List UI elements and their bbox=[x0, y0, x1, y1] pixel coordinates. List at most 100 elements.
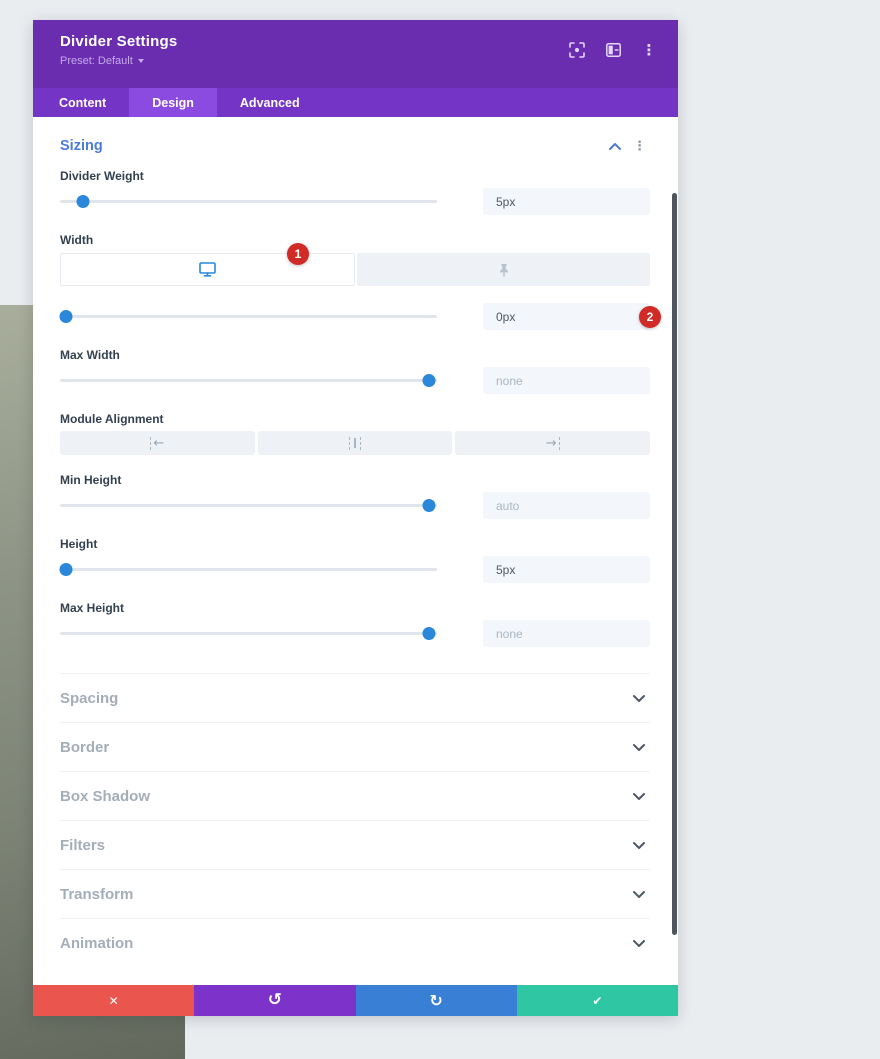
width-slider[interactable] bbox=[59, 303, 437, 330]
width-label: Width bbox=[60, 233, 94, 247]
width-row: 2 bbox=[59, 303, 661, 330]
focus-mode-icon[interactable] bbox=[568, 41, 586, 59]
collapsed-sections: Spacing Border Box Shadow Filters Transf… bbox=[60, 673, 650, 967]
annotation-badge-1: 1 bbox=[287, 243, 309, 265]
chevron-down-icon bbox=[633, 841, 645, 849]
width-input-wrap: 2 bbox=[483, 303, 661, 330]
chevron-down-icon bbox=[633, 694, 645, 702]
tab-bar: Content Design Advanced bbox=[33, 88, 678, 117]
tab-design[interactable]: Design bbox=[129, 88, 217, 117]
tab-content[interactable]: Content bbox=[59, 95, 107, 110]
module-alignment-label: Module Alignment bbox=[60, 412, 164, 426]
section-row-box-shadow[interactable]: Box Shadow bbox=[60, 771, 650, 820]
section-title: Transform bbox=[60, 885, 134, 903]
min-height-slider[interactable] bbox=[60, 492, 437, 519]
settings-content: Sizing ⋮ Divider Weight Width bbox=[33, 117, 678, 985]
sizing-options-kebab-icon[interactable]: ⋮ bbox=[633, 138, 646, 154]
scrollbar-thumb[interactable] bbox=[672, 193, 677, 935]
preset-dropdown[interactable]: Preset: Default bbox=[60, 55, 177, 67]
modal-title: Divider Settings bbox=[60, 33, 178, 50]
section-row-spacing[interactable]: Spacing bbox=[60, 673, 650, 722]
max-width-slider[interactable] bbox=[60, 367, 437, 394]
divider-settings-modal: Divider Settings Preset: Default ⋮ bbox=[33, 20, 678, 1016]
modal-header-icons: ⋮ bbox=[568, 41, 658, 59]
section-title: Filters bbox=[60, 836, 106, 854]
cancel-button[interactable]: ✕ bbox=[33, 985, 195, 1016]
width-pin-toggle[interactable] bbox=[357, 253, 650, 286]
slider-thumb[interactable] bbox=[59, 563, 73, 576]
align-left-icon: ← bbox=[150, 436, 164, 450]
save-button[interactable]: ✔ bbox=[516, 985, 678, 1016]
slider-thumb[interactable] bbox=[422, 374, 436, 387]
max-height-input[interactable] bbox=[483, 620, 650, 647]
width-device-toggle-group: 1 bbox=[60, 243, 650, 286]
chevron-down-icon bbox=[633, 939, 645, 947]
check-icon: ✔ bbox=[592, 993, 603, 1008]
max-height-input-wrap bbox=[483, 620, 650, 647]
slider-track bbox=[60, 504, 437, 507]
slider-track bbox=[60, 568, 437, 571]
slider-track bbox=[60, 632, 437, 635]
max-width-input-wrap bbox=[483, 367, 650, 394]
chevron-up-icon[interactable] bbox=[608, 142, 622, 151]
module-alignment-group: ← → bbox=[60, 431, 651, 455]
redo-button[interactable]: ↻ bbox=[355, 985, 517, 1016]
divider-weight-input[interactable] bbox=[483, 188, 650, 215]
sizing-section-header[interactable]: Sizing ⋮ bbox=[60, 132, 650, 160]
min-height-row bbox=[60, 492, 650, 519]
redo-icon: ↻ bbox=[429, 990, 443, 1010]
slider-track bbox=[60, 200, 437, 203]
slider-thumb[interactable] bbox=[422, 499, 436, 512]
tab-advanced[interactable]: Advanced bbox=[239, 95, 300, 110]
slider-thumb[interactable] bbox=[59, 310, 73, 323]
caret-down-icon bbox=[137, 59, 144, 63]
section-title: Box Shadow bbox=[60, 787, 151, 805]
section-title: Animation bbox=[60, 934, 134, 952]
slider-track bbox=[60, 379, 437, 382]
max-height-label: Max Height bbox=[60, 601, 125, 615]
max-width-label: Max Width bbox=[60, 348, 120, 362]
section-title: Border bbox=[60, 738, 110, 756]
preset-label: Preset: Default bbox=[60, 55, 133, 67]
width-input[interactable] bbox=[483, 303, 650, 330]
height-input[interactable] bbox=[483, 556, 650, 583]
sizing-section-title: Sizing bbox=[60, 138, 103, 154]
panel-layout-icon[interactable] bbox=[604, 41, 622, 59]
max-height-row bbox=[60, 620, 650, 647]
footer-actions: ✕ ↺ ↻ ✔ bbox=[33, 985, 678, 1016]
pin-icon bbox=[499, 263, 508, 277]
section-row-transform[interactable]: Transform bbox=[60, 869, 650, 918]
align-right-icon: → bbox=[546, 436, 560, 450]
min-height-input[interactable] bbox=[483, 492, 650, 519]
divider-weight-label: Divider Weight bbox=[60, 169, 144, 183]
align-left-button[interactable]: ← bbox=[60, 431, 255, 455]
modal-header-text: Divider Settings Preset: Default bbox=[60, 33, 177, 67]
max-width-input[interactable] bbox=[483, 367, 650, 394]
section-row-filters[interactable]: Filters bbox=[60, 820, 650, 869]
min-height-input-wrap bbox=[483, 492, 650, 519]
height-input-wrap bbox=[483, 556, 650, 583]
height-slider[interactable] bbox=[59, 556, 437, 583]
section-row-border[interactable]: Border bbox=[60, 722, 650, 771]
kebab-menu-icon[interactable]: ⋮ bbox=[641, 40, 657, 59]
chevron-down-icon bbox=[633, 743, 645, 751]
width-desktop-toggle[interactable]: 1 bbox=[60, 243, 355, 286]
align-right-button[interactable]: → bbox=[455, 431, 651, 455]
section-row-animation[interactable]: Animation bbox=[60, 918, 650, 967]
max-height-slider[interactable] bbox=[60, 620, 437, 647]
min-height-label: Min Height bbox=[60, 473, 122, 487]
align-center-button[interactable] bbox=[257, 431, 453, 455]
divider-weight-slider[interactable] bbox=[60, 188, 437, 215]
slider-thumb[interactable] bbox=[422, 627, 436, 640]
chevron-down-icon bbox=[633, 792, 645, 800]
desktop-icon bbox=[199, 262, 216, 277]
align-center-icon bbox=[349, 436, 361, 450]
slider-thumb[interactable] bbox=[76, 195, 90, 208]
height-row bbox=[59, 556, 650, 583]
max-width-row bbox=[60, 367, 650, 394]
undo-button[interactable]: ↺ bbox=[194, 985, 356, 1016]
undo-icon: ↺ bbox=[267, 990, 282, 1010]
modal-header: Divider Settings Preset: Default ⋮ bbox=[33, 20, 678, 88]
close-icon: ✕ bbox=[108, 993, 119, 1008]
section-title: Spacing bbox=[60, 689, 119, 707]
